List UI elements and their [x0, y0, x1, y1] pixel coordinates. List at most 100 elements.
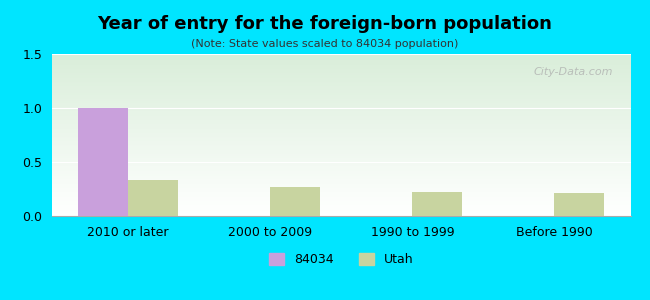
Bar: [52, 99, 630, 101]
Bar: [52, 174, 630, 176]
Bar: [52, 143, 630, 145]
Bar: [52, 193, 630, 195]
Bar: [128, 180, 178, 216]
Bar: [52, 67, 630, 69]
Bar: [52, 120, 630, 122]
Bar: [52, 195, 630, 196]
Legend: 84034, Utah: 84034, Utah: [264, 248, 419, 271]
Bar: [52, 103, 630, 104]
Bar: [52, 136, 630, 138]
Bar: [52, 156, 630, 158]
Bar: [52, 206, 630, 208]
Bar: [52, 130, 630, 132]
Bar: [52, 106, 630, 107]
Bar: [52, 116, 630, 117]
Bar: [52, 82, 630, 83]
Bar: [52, 119, 630, 120]
Bar: [52, 98, 630, 99]
Bar: [52, 114, 630, 116]
Bar: [52, 138, 630, 140]
Bar: [52, 200, 630, 201]
Bar: [554, 193, 604, 216]
Bar: [52, 112, 630, 114]
Bar: [52, 154, 630, 156]
Bar: [52, 104, 630, 106]
Bar: [52, 214, 630, 216]
Bar: [52, 109, 630, 111]
Bar: [52, 61, 630, 62]
Bar: [52, 205, 630, 206]
Bar: [52, 86, 630, 88]
Bar: [52, 164, 630, 166]
Bar: [52, 59, 630, 61]
Bar: [52, 177, 630, 179]
Bar: [52, 78, 630, 80]
Bar: [52, 179, 630, 180]
Bar: [52, 101, 630, 103]
Bar: [52, 75, 630, 77]
Bar: [52, 201, 630, 203]
Bar: [52, 159, 630, 161]
Bar: [52, 180, 630, 182]
Bar: [52, 64, 630, 65]
Bar: [52, 167, 630, 169]
Bar: [52, 140, 630, 142]
Bar: [52, 190, 630, 192]
Bar: [52, 122, 630, 124]
Bar: [52, 111, 630, 112]
Bar: [52, 117, 630, 119]
Bar: [52, 169, 630, 171]
Bar: [52, 96, 630, 98]
Bar: [52, 128, 630, 130]
Text: City-Data.com: City-Data.com: [534, 67, 613, 77]
Bar: [412, 192, 462, 216]
Bar: [52, 132, 630, 134]
Bar: [52, 150, 630, 151]
Bar: [52, 198, 630, 200]
Bar: [52, 134, 630, 135]
Bar: [52, 93, 630, 94]
Bar: [52, 184, 630, 185]
Bar: [52, 72, 630, 74]
Bar: [52, 62, 630, 64]
Bar: [52, 56, 630, 57]
Bar: [52, 151, 630, 153]
Bar: [52, 187, 630, 188]
Text: (Note: State values scaled to 84034 population): (Note: State values scaled to 84034 popu…: [191, 39, 459, 49]
Bar: [52, 70, 630, 72]
Bar: [52, 107, 630, 109]
Bar: [52, 83, 630, 85]
Bar: [52, 163, 630, 164]
Text: Year of entry for the foreign-born population: Year of entry for the foreign-born popul…: [98, 15, 552, 33]
Bar: [52, 166, 630, 167]
Bar: [52, 153, 630, 154]
Bar: [52, 127, 630, 128]
Bar: [52, 88, 630, 90]
Bar: [52, 208, 630, 209]
Bar: [52, 124, 630, 125]
Bar: [52, 65, 630, 67]
Bar: [52, 54, 630, 56]
Bar: [52, 91, 630, 93]
Bar: [78, 108, 128, 216]
Bar: [52, 158, 630, 159]
Bar: [52, 77, 630, 78]
Bar: [52, 203, 630, 205]
Bar: [52, 57, 630, 59]
Bar: [52, 69, 630, 70]
Bar: [52, 171, 630, 172]
Bar: [52, 176, 630, 177]
Bar: [52, 125, 630, 127]
Bar: [52, 161, 630, 163]
Bar: [52, 142, 630, 143]
Bar: [270, 187, 320, 216]
Bar: [52, 94, 630, 96]
Bar: [52, 90, 630, 91]
Bar: [52, 196, 630, 198]
Bar: [52, 209, 630, 211]
Bar: [52, 182, 630, 184]
Bar: [52, 185, 630, 187]
Bar: [52, 188, 630, 190]
Bar: [52, 172, 630, 174]
Bar: [52, 146, 630, 148]
